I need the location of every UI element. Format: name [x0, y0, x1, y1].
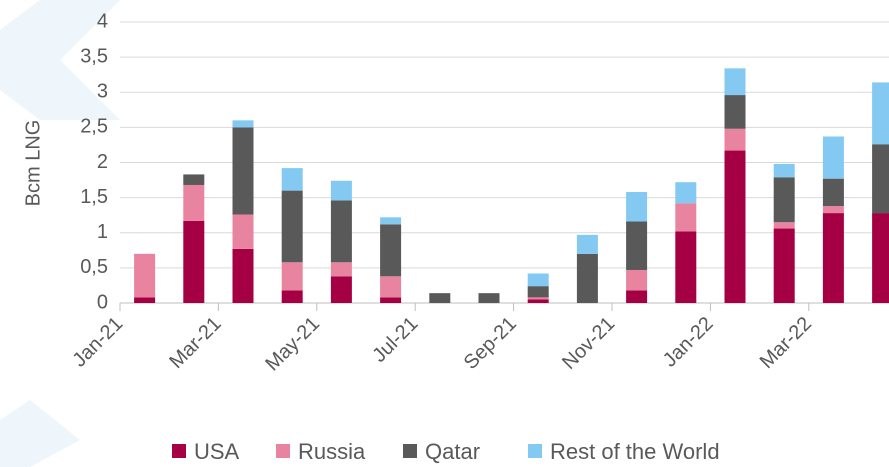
bar-segment [822, 213, 844, 303]
y-tick-label: 0 [97, 291, 108, 313]
bar-segment [478, 293, 500, 303]
bar-segment [626, 269, 648, 291]
legend-label: Rest of the World [550, 439, 720, 464]
y-tick-label: 1,5 [80, 186, 108, 208]
bar-segment [872, 144, 889, 214]
bar-segment [429, 293, 451, 303]
y-tick-label: 4 [97, 10, 108, 32]
legend-swatch [403, 444, 417, 458]
bar-segment [134, 253, 156, 298]
bar-segment [330, 200, 352, 263]
x-tick-label: May-21 [261, 313, 324, 376]
bar-segment [822, 136, 844, 179]
legend-swatch [528, 444, 542, 458]
bar-segment [281, 290, 303, 303]
bar-segment [822, 178, 844, 207]
bar-segment [232, 127, 254, 215]
bar-segment [527, 273, 549, 287]
bar-segment [380, 297, 402, 303]
bar-segment [773, 163, 795, 178]
bar-segment [380, 276, 402, 298]
bar-segment [281, 262, 303, 291]
bar-segment [724, 95, 746, 129]
bar-segment [232, 120, 254, 128]
bar-segment [773, 228, 795, 303]
bar-segment [675, 182, 697, 204]
bar-segment [281, 190, 303, 263]
x-tick-label: Jul-21 [368, 313, 422, 367]
x-tick-label: Nov-21 [558, 313, 619, 374]
x-tick-label: Sep-21 [460, 313, 521, 374]
x-tick-label: Mar-21 [165, 313, 225, 373]
bar-segment [527, 286, 549, 298]
bar-segment [724, 68, 746, 96]
bar-segment [380, 224, 402, 277]
bar-segment [626, 221, 648, 270]
bar-segment [183, 220, 205, 303]
bar-segment [724, 128, 746, 151]
y-tick-label: 1 [97, 221, 108, 243]
y-tick-label: 3 [97, 81, 108, 103]
legend-swatch [276, 444, 290, 458]
decor [0, 0, 120, 120]
x-tick-label: Jan-22 [659, 313, 718, 372]
x-tick-label: Mar-22 [756, 313, 816, 373]
bar-segment [576, 253, 598, 303]
bar-segment [330, 180, 352, 201]
bar-segment [330, 262, 352, 277]
bar-segment [675, 203, 697, 232]
y-tick-label: 2 [97, 151, 108, 173]
bar-segment [675, 231, 697, 303]
bar-segment [872, 82, 889, 145]
bar-segment [232, 248, 254, 303]
decor [0, 400, 80, 467]
bar-segment [330, 276, 352, 303]
y-tick-label: 3,5 [80, 45, 108, 67]
y-tick-label: 0,5 [80, 256, 108, 278]
bar-segment [773, 177, 795, 223]
bar-segment [626, 290, 648, 303]
bar-segment [527, 297, 549, 300]
y-tick-label: 2,5 [80, 116, 108, 138]
legend-label: USA [194, 439, 240, 464]
bar-segment [626, 192, 648, 222]
legend-label: Qatar [425, 439, 480, 464]
bar-segment [822, 206, 844, 214]
bar-segment [872, 213, 889, 303]
x-tick-label: Jan-21 [68, 313, 127, 372]
bar-segment [183, 184, 205, 221]
legend-swatch [172, 444, 186, 458]
bar-segment [134, 297, 156, 303]
y-axis-label: Bcm LNG [22, 120, 44, 207]
legend-label: Russia [298, 439, 366, 464]
bar-segment [281, 168, 303, 191]
bar-segment [232, 214, 254, 249]
bar-segment [380, 217, 402, 225]
bar-segment [724, 150, 746, 303]
bar-segment [183, 174, 205, 185]
bar-segment [773, 222, 795, 229]
bar-segment [576, 234, 598, 254]
bar-segment [527, 299, 549, 303]
